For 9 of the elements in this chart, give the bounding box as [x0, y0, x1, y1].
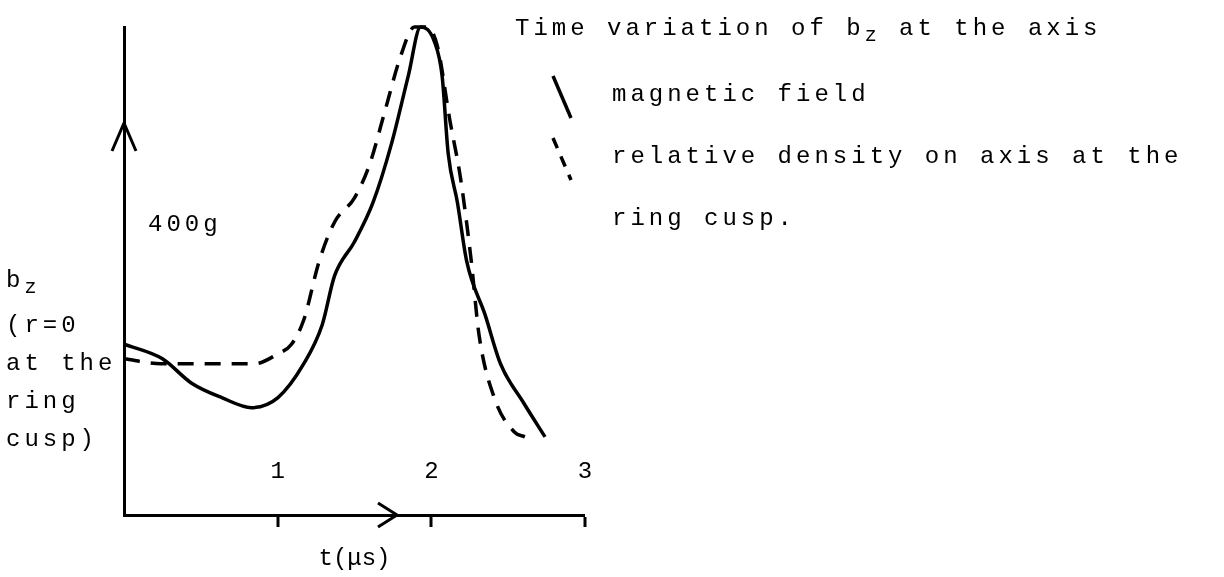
x-tick-label: 1	[270, 457, 285, 485]
annotation: 400g	[148, 211, 222, 239]
y-axis-title: b$_{z}$ (r=0 at the ring cusp)	[6, 266, 118, 455]
x-tick-label: 3	[577, 457, 593, 485]
legend-label: magnetic field	[612, 80, 871, 110]
x-axis-title: t(μs)	[318, 544, 391, 572]
text: Time variation of b$_{z}$ at the axis	[515, 14, 1102, 49]
x-tick-label: 2	[424, 457, 439, 485]
text: relative density on axis at the ring cusp.	[612, 143, 1183, 232]
